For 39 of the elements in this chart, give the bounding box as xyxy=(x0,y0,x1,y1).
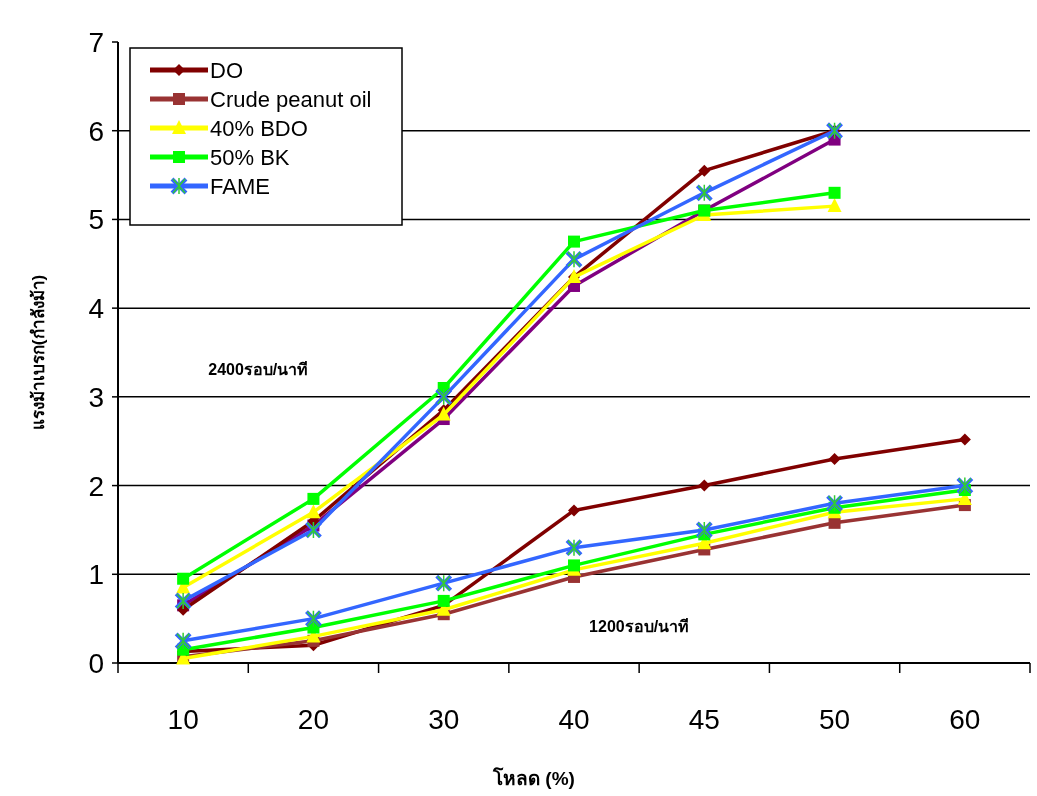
x-tick-label: 40 xyxy=(558,704,590,735)
y-tick-label: 4 xyxy=(88,293,104,325)
point xyxy=(698,164,711,177)
x-tick-label: 45 xyxy=(688,704,720,735)
point xyxy=(958,433,971,446)
x-axis-title: โหลด (%) xyxy=(492,767,575,789)
y-tick-label: 7 xyxy=(88,27,104,58)
y-tick-label: 3 xyxy=(88,381,104,413)
point xyxy=(437,594,450,607)
y-tick-label: 0 xyxy=(88,648,104,679)
legend-label: 40% BDO xyxy=(210,116,308,141)
point xyxy=(568,235,580,248)
y-tick-label: 1 xyxy=(88,559,104,591)
y-tick-label: 6 xyxy=(88,115,104,147)
legend-label: 50% BK xyxy=(210,145,290,170)
x-tick-label: 30 xyxy=(428,704,460,735)
point xyxy=(828,516,841,529)
point xyxy=(307,492,320,505)
point xyxy=(306,504,321,519)
x-tick-label: 20 xyxy=(297,704,330,735)
point xyxy=(827,198,842,213)
x-tick-label: 50 xyxy=(818,704,851,735)
annotation: 1200รอบ/นาที xyxy=(589,616,690,635)
point xyxy=(828,186,841,199)
legend-label: Crude peanut oil xyxy=(210,87,372,112)
annotation: 2400รอบ/นาที xyxy=(208,359,309,378)
y-tick-label: 5 xyxy=(88,204,104,236)
point xyxy=(568,504,580,517)
y-tick-label: 2 xyxy=(88,470,104,502)
point xyxy=(436,406,451,421)
point xyxy=(698,479,711,492)
x-tick-label: 60 xyxy=(949,704,981,735)
x-tick-label: 10 xyxy=(167,704,199,735)
legend-label: FAME xyxy=(210,174,270,199)
legend-label: DO xyxy=(210,58,243,83)
point xyxy=(568,559,580,572)
y-axis-title: แรงม้าเบรก(กำลังม้า) xyxy=(29,274,48,431)
point xyxy=(828,452,841,465)
point xyxy=(177,572,190,585)
